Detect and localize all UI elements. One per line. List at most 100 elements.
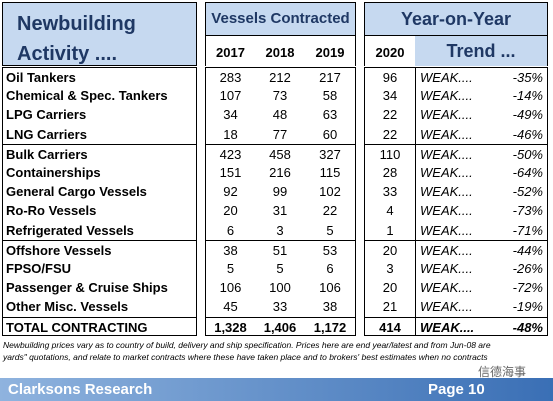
cell: 115: [305, 163, 356, 183]
cell: 5: [305, 220, 356, 240]
cell: 96: [364, 67, 415, 87]
row-label: Chemical & Spec. Tankers: [2, 86, 197, 106]
cell: 18: [205, 124, 255, 144]
year-header: 2017: [205, 36, 255, 66]
cell: 92: [205, 182, 255, 202]
cell: 107: [205, 86, 255, 106]
cell: 458: [255, 143, 305, 163]
cell: 22: [364, 105, 415, 125]
cell: 1: [364, 220, 415, 240]
group-header: Trend ...: [415, 36, 548, 66]
watermark: 信德海事: [478, 365, 527, 379]
cell: 34: [205, 105, 255, 125]
cell: 33: [272, 299, 288, 315]
row-label: Passenger & Cruise Ships: [2, 278, 197, 298]
cell: 31: [272, 203, 288, 219]
footnote: Newbuilding prices vary as to country of…: [3, 340, 491, 350]
trend-pct: -19%: [485, 297, 548, 317]
cell: 4: [364, 201, 415, 221]
row-label: Oil Tankers: [2, 67, 197, 87]
row-label: General Cargo Vessels: [2, 182, 197, 202]
trend: WEAK....: [415, 124, 485, 144]
row-label: FPSO/FSU: [2, 259, 197, 279]
cell: 53: [305, 239, 356, 259]
year-header: 2019: [305, 36, 356, 66]
cell: 99: [272, 184, 288, 200]
row-label: LNG Carriers: [2, 124, 197, 144]
group-header: Year-on-Year: [364, 2, 548, 36]
cell: 1,406: [255, 316, 305, 336]
cell: 1,172: [305, 316, 356, 336]
cell: 45: [205, 297, 255, 317]
cell: 283: [205, 67, 255, 87]
trend: WEAK....: [415, 239, 485, 259]
cell: 38: [305, 297, 356, 317]
cell: 6: [305, 259, 356, 279]
trend-pct: -48%: [485, 316, 548, 336]
trend: WEAK....: [415, 201, 485, 221]
cell: 423: [205, 143, 255, 163]
cell: 106: [305, 278, 356, 298]
footer-bar: Clarksons Research Page 10: [0, 378, 553, 401]
cell: 3: [364, 259, 415, 279]
trend-pct: -44%: [485, 239, 548, 259]
trend-pct: -64%: [485, 163, 548, 183]
footnote: yards" quotations, and relate to market …: [3, 352, 488, 362]
cell: 22: [364, 124, 415, 144]
trend-pct: -72%: [485, 278, 548, 298]
trend: WEAK....: [415, 86, 485, 106]
cell: 151: [205, 163, 255, 183]
row-label: Other Misc. Vessels: [2, 297, 197, 317]
trend: WEAK....: [415, 316, 485, 336]
cell: 414: [364, 316, 415, 336]
year-header: 2020: [364, 36, 415, 66]
cell: 3: [276, 222, 284, 238]
cell: 106: [205, 278, 255, 298]
cell: 34: [364, 86, 415, 106]
cell: 1,328: [205, 316, 255, 336]
row-label: Containerships: [2, 163, 197, 183]
cell: 217: [305, 67, 356, 87]
cell: 22: [305, 201, 356, 221]
cell: 20: [364, 278, 415, 298]
cell: 77: [272, 126, 288, 142]
trend: WEAK....: [415, 278, 485, 298]
row-label: Bulk Carriers: [2, 143, 197, 163]
trend-pct: -49%: [485, 105, 548, 125]
trend: WEAK....: [415, 143, 485, 163]
cell: 58: [305, 86, 356, 106]
cell: 63: [305, 105, 356, 125]
cell: 20: [205, 201, 255, 221]
cell: 48: [272, 107, 288, 123]
cell: 28: [364, 163, 415, 183]
trend-pct: -71%: [485, 220, 548, 240]
cell: 327: [305, 143, 356, 163]
trend-pct: -73%: [485, 201, 548, 221]
title: Newbuilding: [17, 13, 136, 35]
cell: 5: [205, 259, 255, 279]
cell: 212: [255, 67, 305, 86]
row-label: Offshore Vessels: [2, 239, 197, 259]
cell: 20: [364, 239, 415, 259]
cell: 33: [364, 182, 415, 202]
trend: WEAK....: [415, 297, 485, 317]
cell: 100: [269, 280, 291, 296]
cell: 6: [205, 220, 255, 240]
cell: 60: [305, 124, 356, 144]
cell: 5: [276, 261, 284, 276]
trend: WEAK....: [415, 105, 485, 125]
trend: WEAK....: [415, 259, 485, 279]
trend: WEAK....: [415, 220, 485, 240]
trend-pct: -14%: [485, 86, 548, 106]
trend-pct: -46%: [485, 124, 548, 144]
title-box: Newbuilding Activity ....: [2, 2, 197, 66]
trend: WEAK....: [415, 182, 485, 202]
cell: 216: [269, 165, 291, 180]
trend-pct: -50%: [485, 143, 548, 163]
trend: WEAK....: [415, 67, 485, 87]
row-label: TOTAL CONTRACTING: [2, 316, 197, 336]
trend-pct: -52%: [485, 182, 548, 202]
year-header: 2018: [265, 45, 295, 60]
cell: 51: [255, 239, 305, 259]
